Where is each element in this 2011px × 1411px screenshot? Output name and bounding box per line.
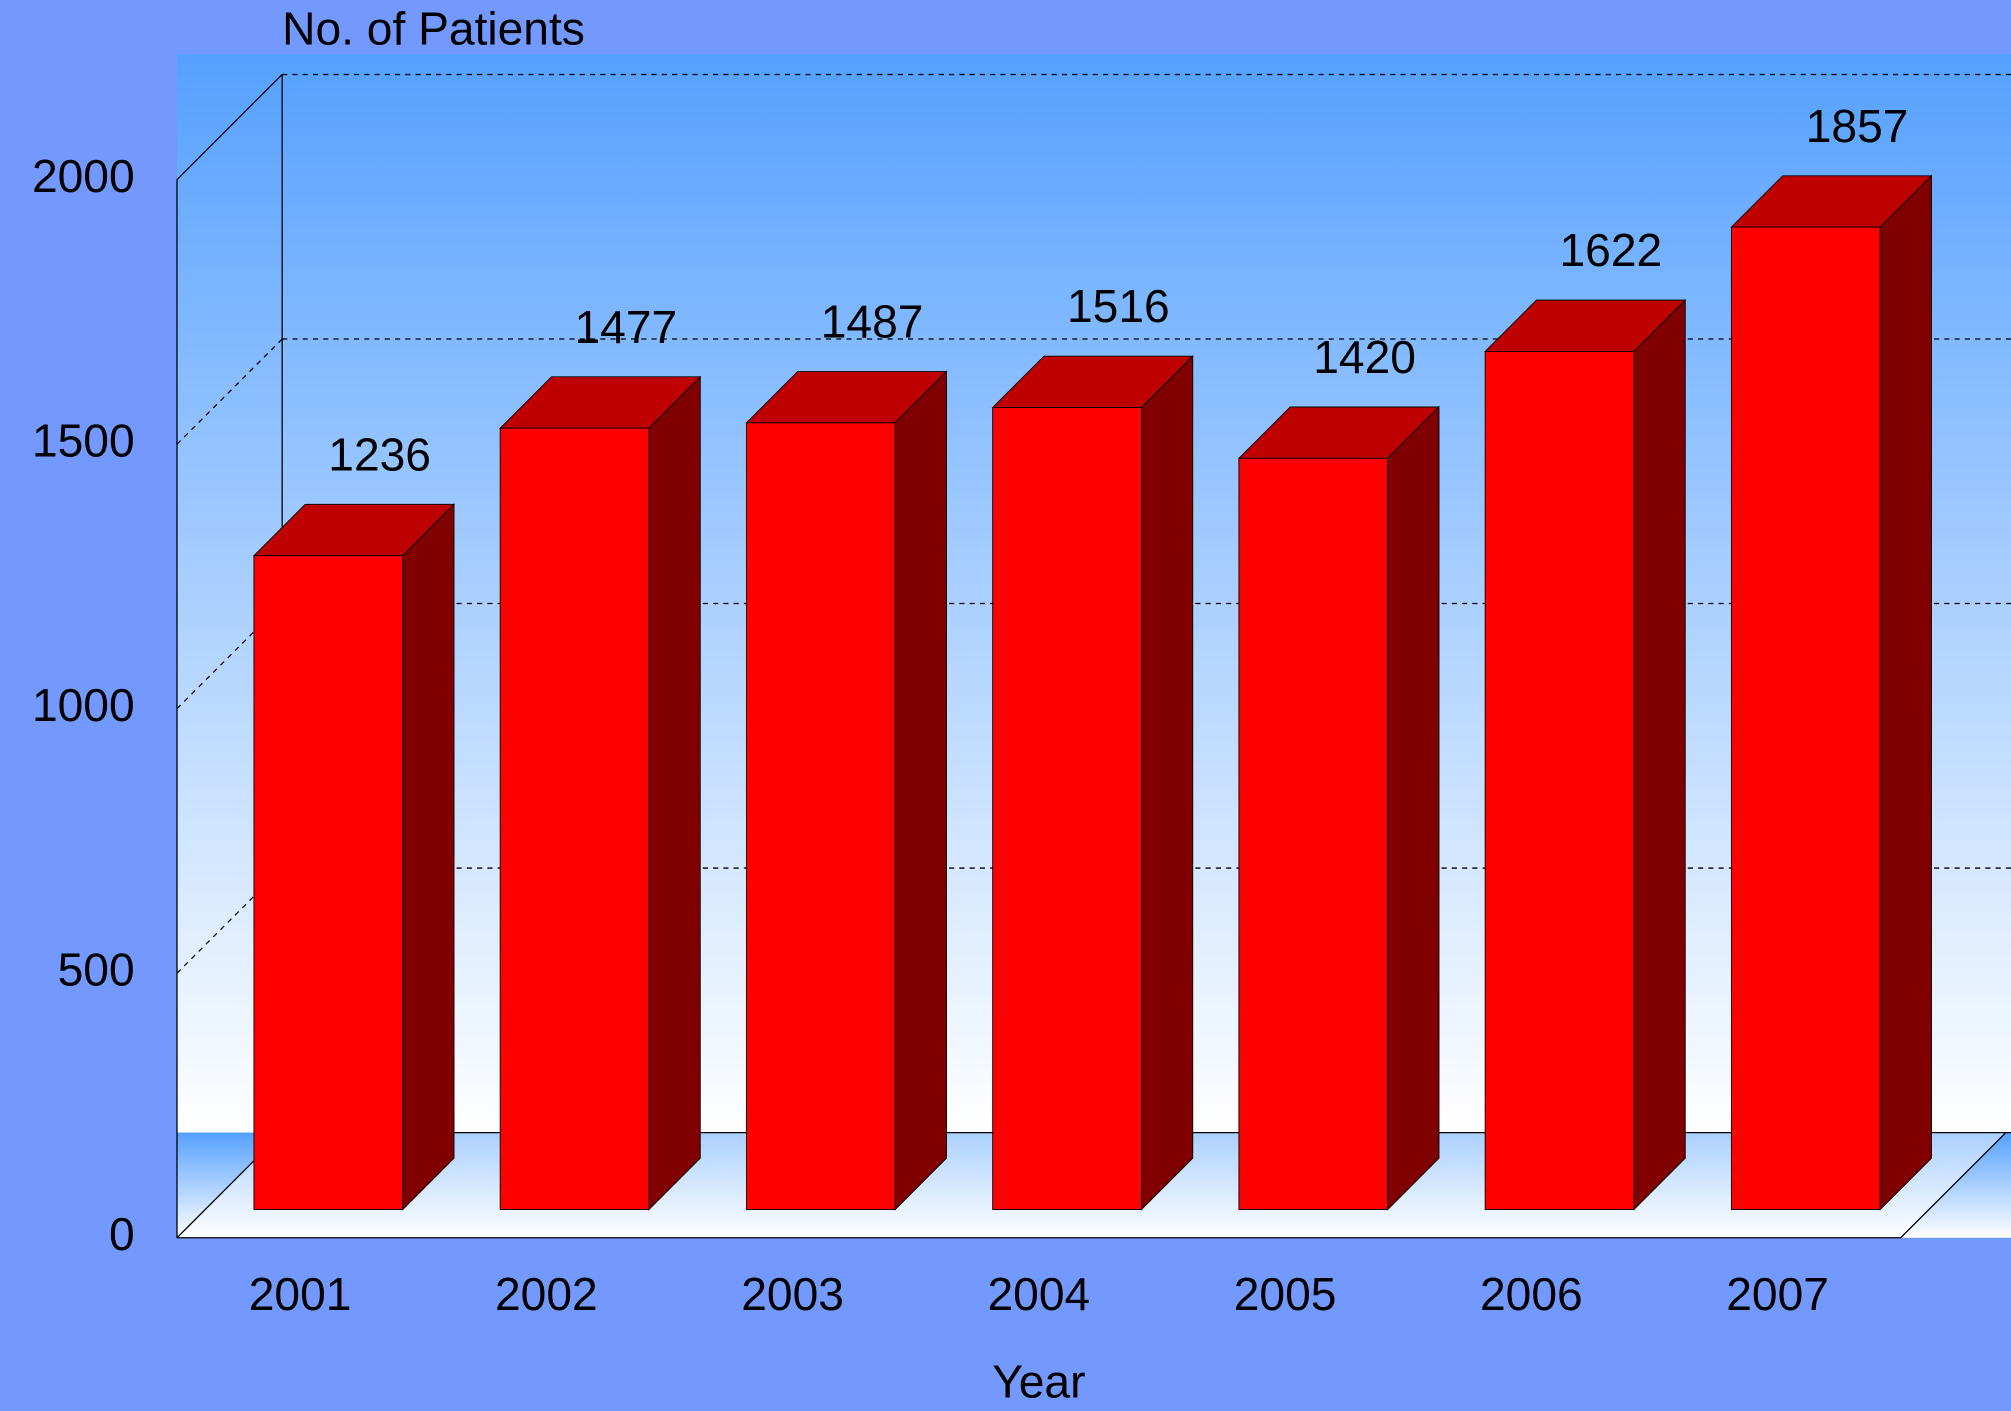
bar-side: [648, 375, 701, 1211]
y-tick-label: 1000: [32, 679, 135, 731]
bar: [1484, 350, 1635, 1210]
value-label: 1236: [328, 428, 431, 480]
value-label: 1857: [1806, 100, 1909, 152]
bar: [499, 427, 650, 1210]
x-tick-label: 2005: [1234, 1268, 1337, 1320]
y-tick-label: 2000: [32, 150, 135, 202]
y-tick-label: 500: [58, 943, 135, 995]
x-tick-label: 2007: [1726, 1268, 1829, 1320]
y-tick-label: 0: [109, 1208, 135, 1260]
value-label: 1487: [821, 296, 924, 348]
bar-side: [894, 370, 947, 1211]
bar-side: [1879, 174, 1932, 1211]
bar-side: [1387, 405, 1440, 1211]
y-axis-title: No. of Patients: [282, 2, 585, 54]
floor-right-edge: [1900, 1132, 2007, 1239]
x-tick-label: 2003: [741, 1268, 844, 1320]
bar: [992, 407, 1142, 1210]
value-label: 1420: [1313, 331, 1416, 383]
x-axis-title: Year: [992, 1355, 1085, 1407]
x-tick-label: 2004: [988, 1268, 1091, 1320]
x-tick-label: 2001: [249, 1268, 352, 1320]
bar-side: [1140, 355, 1194, 1211]
bar-side: [402, 503, 455, 1211]
x-tick-label: 2002: [495, 1268, 598, 1320]
grid-line: [176, 338, 283, 445]
bar: [1730, 226, 1881, 1210]
bar-side: [1633, 299, 1686, 1211]
value-label: 1516: [1067, 280, 1170, 332]
y-tick-label: 1500: [32, 414, 135, 466]
bar: [253, 555, 404, 1210]
wall-top-edge: [176, 74, 283, 181]
bar: [1238, 457, 1389, 1210]
x-tick-label: 2006: [1480, 1268, 1583, 1320]
bar: [745, 422, 896, 1210]
value-label: 1622: [1560, 224, 1663, 276]
value-label: 1477: [575, 301, 678, 353]
